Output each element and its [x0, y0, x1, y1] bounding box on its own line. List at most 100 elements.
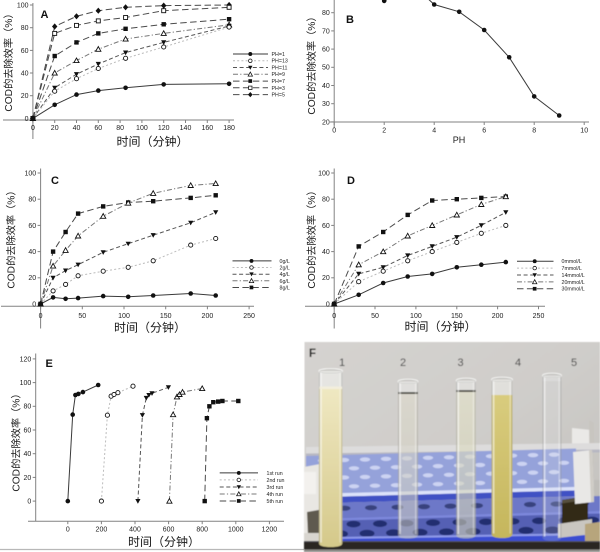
svg-text:1200: 1200: [262, 527, 278, 534]
svg-text:20mmol/L: 20mmol/L: [562, 280, 585, 286]
svg-text:120: 120: [20, 356, 32, 363]
svg-text:80: 80: [116, 125, 124, 132]
svg-text:180: 180: [223, 125, 235, 132]
svg-text:2: 2: [382, 128, 386, 135]
svg-text:8g/L: 8g/L: [280, 285, 290, 291]
svg-text:3rd run: 3rd run: [267, 485, 284, 491]
svg-text:160: 160: [201, 125, 213, 132]
svg-text:PH=3: PH=3: [272, 86, 285, 92]
svg-text:60: 60: [21, 48, 29, 55]
svg-text:2nd run: 2nd run: [267, 478, 285, 484]
svg-text:1: 1: [339, 357, 345, 369]
svg-text:250: 250: [243, 313, 255, 320]
svg-text:100: 100: [136, 125, 148, 132]
svg-text:0g/L: 0g/L: [280, 259, 290, 265]
svg-text:PH=11: PH=11: [272, 65, 288, 71]
svg-text:200: 200: [96, 527, 108, 534]
svg-text:40: 40: [73, 125, 81, 132]
svg-text:100: 100: [410, 313, 422, 320]
svg-text:100: 100: [20, 380, 32, 387]
svg-text:0: 0: [39, 313, 43, 320]
svg-text:100: 100: [118, 313, 130, 320]
svg-text:2: 2: [400, 357, 406, 369]
svg-text:F: F: [309, 348, 316, 360]
svg-text:%: %: [7, 196, 18, 205]
svg-text:50: 50: [322, 65, 330, 72]
svg-text:40: 40: [28, 249, 36, 256]
svg-text:4th run: 4th run: [267, 492, 284, 498]
svg-text:PH: PH: [453, 135, 466, 145]
svg-text:14mmol/L: 14mmol/L: [562, 273, 585, 279]
svg-text:0: 0: [332, 313, 336, 320]
svg-text:40: 40: [322, 83, 330, 90]
svg-text:20: 20: [28, 275, 36, 282]
svg-text:7mmol/L: 7mmol/L: [562, 266, 582, 272]
svg-text:5th run: 5th run: [267, 499, 284, 505]
svg-text:0: 0: [332, 128, 336, 135]
svg-text:40: 40: [21, 70, 29, 77]
svg-text:%: %: [307, 22, 318, 31]
svg-text:20: 20: [51, 125, 59, 132]
svg-text:100: 100: [17, 2, 29, 9]
svg-text:1st run: 1st run: [267, 471, 283, 477]
svg-text:200: 200: [202, 313, 214, 320]
svg-text:600: 600: [163, 527, 175, 534]
svg-text:D: D: [347, 175, 355, 187]
svg-text:4: 4: [515, 357, 521, 369]
svg-text:0: 0: [25, 116, 29, 123]
svg-text:PH=1: PH=1: [272, 52, 285, 58]
svg-text:150: 150: [451, 313, 463, 320]
svg-text:60: 60: [94, 125, 102, 132]
svg-text:%: %: [4, 19, 15, 28]
svg-text:20: 20: [322, 119, 330, 126]
svg-text:5: 5: [571, 357, 577, 369]
svg-text:2g/L: 2g/L: [280, 266, 290, 272]
svg-text:40: 40: [24, 451, 32, 458]
svg-text:COD: COD: [4, 89, 15, 112]
svg-text:120: 120: [158, 125, 170, 132]
svg-text:B: B: [346, 14, 354, 26]
svg-text:80: 80: [21, 25, 29, 32]
svg-text:PH=9: PH=9: [272, 72, 285, 78]
svg-text:800: 800: [196, 527, 208, 534]
svg-text:20: 20: [322, 275, 330, 282]
svg-text:4g/L: 4g/L: [280, 272, 290, 278]
svg-text:200: 200: [492, 313, 504, 320]
svg-text:0: 0: [27, 499, 31, 506]
svg-text:100: 100: [25, 170, 37, 177]
svg-text:1000: 1000: [228, 527, 244, 534]
svg-text:60: 60: [24, 427, 32, 434]
svg-text:30: 30: [322, 101, 330, 108]
svg-text:50: 50: [371, 313, 379, 320]
svg-text:A: A: [41, 9, 49, 21]
svg-text:0: 0: [326, 301, 330, 308]
svg-text:80: 80: [322, 197, 330, 204]
svg-text:6g/L: 6g/L: [280, 279, 290, 285]
svg-text:80: 80: [322, 10, 330, 17]
svg-text:80: 80: [28, 197, 36, 204]
svg-text:20: 20: [24, 475, 32, 482]
svg-text:%: %: [307, 196, 318, 205]
svg-text:6: 6: [482, 128, 486, 135]
svg-text:30mmol/L: 30mmol/L: [562, 287, 585, 293]
svg-text:COD: COD: [307, 92, 318, 115]
svg-text:40: 40: [322, 249, 330, 256]
svg-text:80: 80: [24, 404, 32, 411]
svg-text:0mmol/L: 0mmol/L: [562, 259, 582, 265]
svg-text:COD: COD: [7, 266, 18, 289]
svg-text:%: %: [12, 399, 23, 408]
svg-text:20: 20: [21, 93, 29, 100]
svg-text:4: 4: [432, 128, 436, 135]
svg-text:70: 70: [322, 28, 330, 35]
svg-text:8: 8: [532, 128, 536, 135]
svg-text:0: 0: [32, 301, 36, 308]
svg-text:150: 150: [160, 313, 172, 320]
svg-text:400: 400: [129, 527, 141, 534]
svg-text:E: E: [46, 358, 53, 370]
svg-text:PH=13: PH=13: [272, 59, 288, 65]
svg-text:PH=5: PH=5: [272, 93, 285, 99]
svg-text:60: 60: [322, 47, 330, 54]
svg-text:60: 60: [322, 223, 330, 230]
svg-text:PH=7: PH=7: [272, 79, 285, 85]
svg-text:140: 140: [180, 125, 192, 132]
